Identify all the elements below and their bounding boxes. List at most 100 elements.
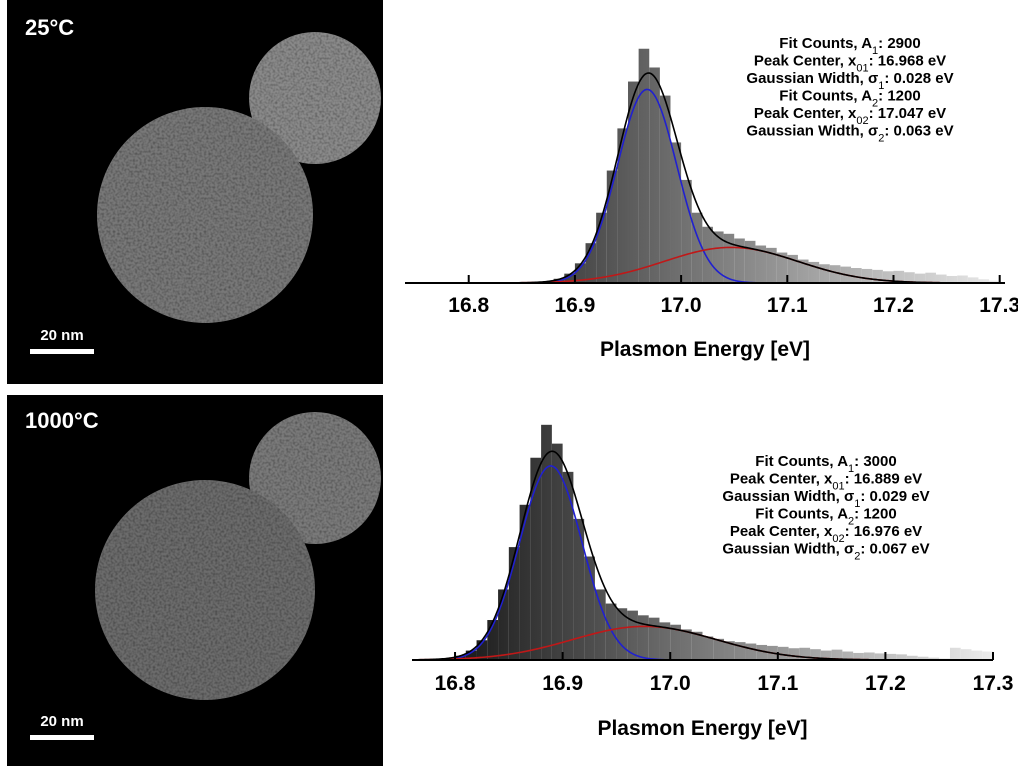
histogram-bar: [960, 649, 972, 660]
histogram-chart: 16.8 16.9 17.0 17.1 17.2 17.3 Plasmon Energy […: [411, 424, 1014, 740]
annotation-text: : 0.029 eV: [860, 488, 929, 505]
x-tick-label: 17.2: [873, 294, 914, 317]
x-tick-label: 16.8: [435, 672, 476, 695]
annotation-text: Fit Counts, A: [755, 506, 848, 523]
histogram-bar: [562, 471, 574, 660]
annotation-text: : 16.976 eV: [845, 523, 923, 540]
histogram-chart: 16.8 16.9 17.0 17.1 17.2 17.3 Plasmon Energy […: [405, 35, 1018, 361]
subscript: 1: [854, 498, 860, 510]
histogram-bar: [584, 556, 595, 660]
annotation-text: Gaussian Width, σ: [746, 123, 878, 140]
histogram-bar: [820, 650, 832, 660]
temperature-label: 25°C: [25, 15, 74, 40]
histogram-bar: [831, 649, 843, 660]
histogram-bar: [914, 273, 926, 283]
micrograph-top: 25°C 20 nm: [7, 0, 383, 384]
histogram-bar: [724, 641, 735, 660]
fit-annotation: Gaussian Width, σ2: 0.063 eV: [746, 123, 953, 145]
histogram-bar: [659, 95, 671, 283]
fit-annotation: Gaussian Width, σ1: 0.028 eV: [746, 70, 953, 92]
histogram-bar: [702, 226, 713, 283]
histogram-bar: [861, 268, 873, 283]
histogram-bar: [734, 238, 745, 283]
histogram-bar: [797, 259, 809, 283]
annotation-text: Gaussian Width, σ: [746, 70, 878, 87]
annotation-text: Fit Counts, A: [755, 453, 848, 470]
histogram-bar: [935, 274, 947, 283]
scale-bar-label: 20 nm: [40, 327, 83, 344]
fit-annotation: Fit Counts, A1: 3000: [755, 453, 896, 475]
fit-annotation: Fit Counts, A2: 1200: [779, 88, 920, 110]
temperature-label: 1000°C: [25, 408, 99, 433]
subscript: 1: [848, 463, 854, 475]
subscript: 01: [856, 63, 868, 75]
annotation-text: : 2900: [878, 35, 921, 52]
histogram-bar: [904, 272, 915, 283]
histogram-bar: [829, 265, 841, 283]
fit-annotation: Peak Center, x02: 16.976 eV: [730, 523, 922, 545]
annotation-text: Peak Center, x: [754, 105, 857, 122]
histogram-bar: [882, 271, 894, 283]
histogram-bar: [519, 504, 531, 660]
histogram-bar: [744, 240, 756, 283]
fit-annotation: Peak Center, x01: 16.968 eV: [754, 53, 946, 75]
histogram-bar: [766, 247, 777, 283]
histogram-bar: [606, 170, 618, 283]
histogram-bar: [776, 252, 788, 283]
subscript: 02: [832, 533, 844, 545]
histogram-bar: [885, 653, 897, 660]
histogram-bar: [617, 128, 629, 283]
annotation-text: : 3000: [854, 453, 897, 470]
scale-bar-label: 20 nm: [40, 713, 83, 730]
histogram-bar: [637, 615, 649, 660]
subscript: 02: [856, 115, 868, 127]
histogram-bar: [680, 629, 692, 660]
annotation-text: : 17.047 eV: [869, 105, 947, 122]
histogram-bar: [989, 280, 1000, 283]
annotation-text: Fit Counts, A: [779, 88, 872, 105]
annotation-text: Gaussian Width, σ: [722, 541, 854, 558]
subscript: 2: [854, 551, 860, 563]
x-tick-label: 17.0: [650, 672, 691, 695]
histogram-bar: [851, 268, 862, 283]
histogram-bar: [659, 622, 671, 660]
histogram-bar: [893, 270, 905, 283]
histogram-bar: [541, 424, 552, 660]
micrograph-bottom: 1000°C 20 nm: [7, 395, 383, 766]
histogram-bar: [799, 647, 811, 660]
x-axis-title: Plasmon Energy [eV]: [597, 717, 807, 740]
histogram-bar: [853, 652, 864, 660]
histogram-bar: [971, 650, 983, 660]
annotation-text: : 0.063 eV: [884, 123, 953, 140]
histogram-bar: [874, 653, 886, 660]
histogram-bar: [530, 457, 542, 660]
annotation-text: : 1200: [854, 506, 897, 523]
histogram-bar: [712, 231, 724, 283]
histogram-bar: [756, 644, 768, 660]
histogram-bar: [487, 620, 499, 660]
histogram-bar: [594, 589, 606, 660]
subscript: 1: [872, 45, 878, 57]
histogram-bar: [842, 651, 854, 660]
histogram-bar: [551, 443, 563, 660]
histogram-bar: [649, 67, 660, 284]
annotation-text: Peak Center, x: [730, 523, 833, 540]
fit-annotation: Fit Counts, A2: 1200: [755, 506, 896, 528]
histogram-bar: [691, 212, 703, 283]
histogram-bar: [925, 272, 936, 283]
annotation-text: Peak Center, x: [730, 471, 833, 488]
histogram-bar: [863, 652, 875, 660]
subscript: 1: [878, 80, 884, 92]
histogram-bar: [605, 603, 617, 660]
x-tick-label: 17.3: [973, 672, 1014, 695]
annotation-text: : 0.067 eV: [860, 541, 929, 558]
histogram-bar: [810, 649, 821, 660]
histogram-bar: [917, 656, 929, 660]
histogram-bar: [476, 640, 488, 660]
histogram-bar: [745, 643, 757, 660]
annotation-text: : 1200: [878, 88, 921, 105]
histogram-bar: [808, 261, 820, 283]
histogram-bar: [702, 636, 714, 660]
histogram-bar: [498, 589, 509, 660]
